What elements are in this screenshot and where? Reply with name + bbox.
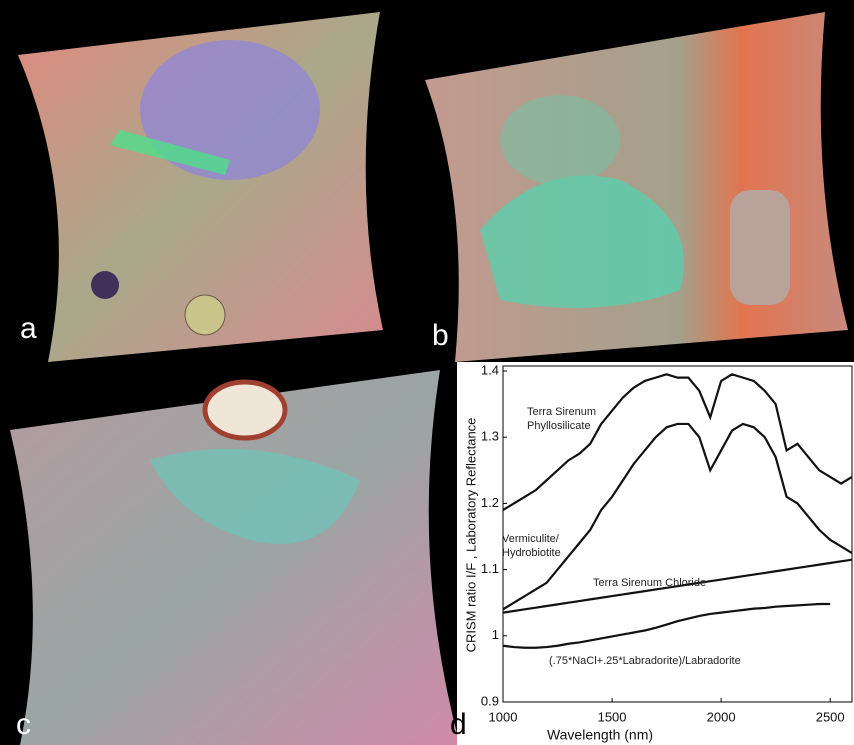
panel-label: a <box>20 312 37 345</box>
x-tick-label: 1500 <box>598 709 627 724</box>
panel-label: d <box>450 708 467 741</box>
crater <box>91 271 119 299</box>
figure: a b c d Wavelength (nm) CRISM ratio I/F … <box>0 0 854 745</box>
x-tick-label: 1000 <box>489 709 518 724</box>
x-axis-title: Wavelength (nm) <box>547 727 653 743</box>
x-tick-label: 2500 <box>816 709 845 724</box>
y-tick-label: 1 <box>492 627 499 642</box>
y-tick-label: 0.9 <box>481 693 499 708</box>
mesa <box>730 190 790 305</box>
image-b <box>425 12 848 362</box>
panel-label: b <box>432 319 449 352</box>
series-label: (.75*NaCl+.25*Labradorite)/Labradorite <box>549 654 741 668</box>
series-label: Vermiculite/ Hydrobiotite <box>502 532 561 560</box>
crater <box>185 295 225 335</box>
y-tick-label: 1.2 <box>481 495 499 510</box>
y-tick-label: 1.3 <box>481 429 499 444</box>
green-unit <box>500 95 620 185</box>
y-axis-title: CRISM ratio I/F , Laboratory Reflectance <box>463 418 478 653</box>
series-label: Terra Sirenum Phyllosilicate <box>527 405 596 433</box>
x-tick-label: 2000 <box>707 709 736 724</box>
series-label: Terra Sirenum Chloride <box>593 576 706 590</box>
crater <box>205 382 285 438</box>
panel-label: c <box>16 708 31 741</box>
y-tick-label: 1.4 <box>481 362 499 377</box>
figure-canvas: a b c d Wavelength (nm) CRISM ratio I/F … <box>0 0 854 745</box>
y-tick-label: 1.1 <box>481 561 499 576</box>
